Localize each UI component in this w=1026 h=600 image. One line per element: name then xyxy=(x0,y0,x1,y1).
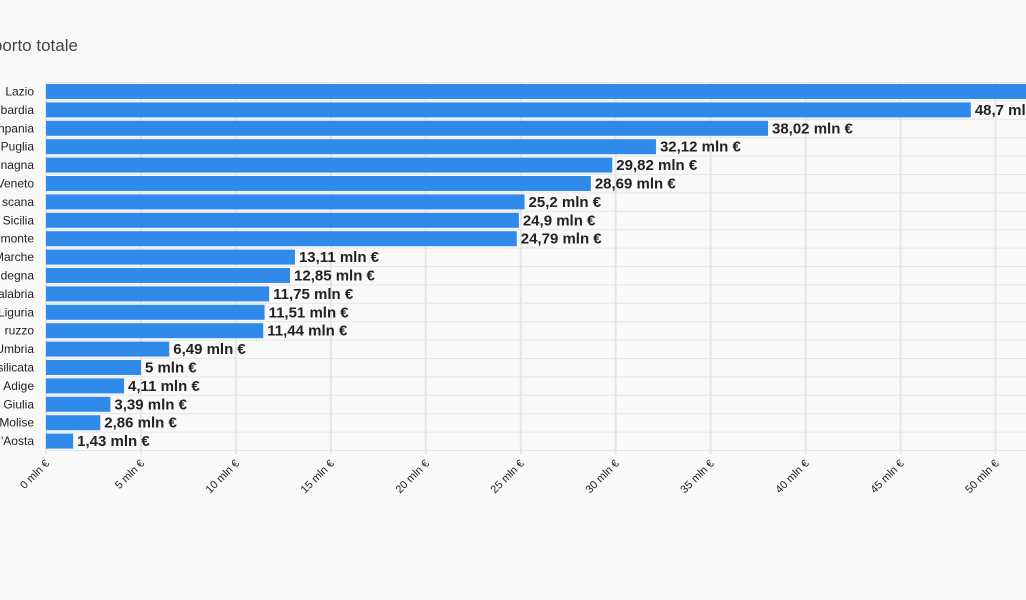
category-label: Umbria xyxy=(0,342,34,356)
category-label: Puglia xyxy=(1,140,35,154)
value-label: 3,39 mln € xyxy=(114,396,187,413)
value-label: 24,9 mln € xyxy=(523,212,596,229)
chart-title: Importo totale xyxy=(0,36,78,55)
category-label: silicata xyxy=(0,361,34,375)
bar xyxy=(46,415,101,431)
value-label: 4,11 mln € xyxy=(128,378,200,395)
bar xyxy=(46,378,125,394)
bar xyxy=(46,231,517,247)
tick-label: 40 mln € xyxy=(773,458,811,496)
category-label: alabria xyxy=(0,287,34,301)
tick-label: 25 mln € xyxy=(489,458,527,496)
value-label: 11,75 mln € xyxy=(273,286,354,303)
value-label: 2,86 mln € xyxy=(104,415,177,432)
category-label: bardia xyxy=(1,103,35,117)
bar xyxy=(46,323,264,339)
value-label: 29,82 mln € xyxy=(616,157,698,174)
value-label: 24,79 mln € xyxy=(521,231,603,248)
category-label: Veneto xyxy=(0,177,34,191)
tick-label: 5 mln € xyxy=(113,458,147,492)
bar xyxy=(46,433,74,449)
category-label: 'Aosta xyxy=(1,434,34,448)
tick-label: 15 mln € xyxy=(299,458,337,496)
value-label: 28,69 mln € xyxy=(595,176,677,193)
category-label: Sicilia xyxy=(3,213,35,227)
category-label: npania xyxy=(0,121,34,135)
bar xyxy=(46,157,613,173)
tick-label: 0 mln € xyxy=(18,458,52,492)
bar xyxy=(46,360,141,375)
value-label: 13,11 mln € xyxy=(299,249,380,266)
bar xyxy=(46,249,295,265)
value-label: 6,49 mln € xyxy=(173,341,246,358)
category-label: ruzzo xyxy=(5,324,35,338)
bar xyxy=(46,120,768,136)
category-label: Adige xyxy=(3,379,34,393)
value-label: 38,02 mln € xyxy=(772,120,854,137)
value-label: 5 mln € xyxy=(145,360,197,377)
category-label: monte xyxy=(1,232,35,246)
bar xyxy=(46,304,265,320)
bar xyxy=(46,176,591,191)
value-label: 48,7 mln xyxy=(975,102,1026,119)
category-label: degna xyxy=(1,269,35,283)
value-label: 32,12 mln € xyxy=(660,139,742,156)
bar xyxy=(46,212,519,228)
tick-label: 20 mln € xyxy=(394,458,432,496)
value-label: 12,85 mln € xyxy=(294,268,376,285)
category-label: Liguria xyxy=(0,305,34,319)
category-label: nagna xyxy=(1,158,35,172)
value-label: 11,51 mln € xyxy=(269,304,350,321)
tick-label: 45 mln € xyxy=(868,458,906,496)
category-label: Molise xyxy=(0,416,34,430)
bar xyxy=(46,102,971,118)
tick-label: 30 mln € xyxy=(583,458,621,496)
bar xyxy=(46,396,111,412)
category-label: scana xyxy=(2,195,34,209)
category-label: Giulia xyxy=(3,397,34,411)
bar xyxy=(46,139,656,155)
category-label: Lazio xyxy=(5,85,34,99)
value-label: 25,2 mln € xyxy=(529,194,602,211)
value-label: 11,44 mln € xyxy=(267,323,348,340)
tick-label: 35 mln € xyxy=(678,458,716,496)
bar xyxy=(46,341,170,357)
bar xyxy=(46,286,270,302)
bar xyxy=(46,194,525,210)
value-label: 1,43 mln € xyxy=(77,433,150,450)
bar xyxy=(46,84,1026,99)
tick-label: 50 mln € xyxy=(963,458,1001,496)
bar xyxy=(46,268,291,283)
tick-label: 10 mln € xyxy=(204,458,242,496)
category-label: Marche xyxy=(0,250,34,264)
